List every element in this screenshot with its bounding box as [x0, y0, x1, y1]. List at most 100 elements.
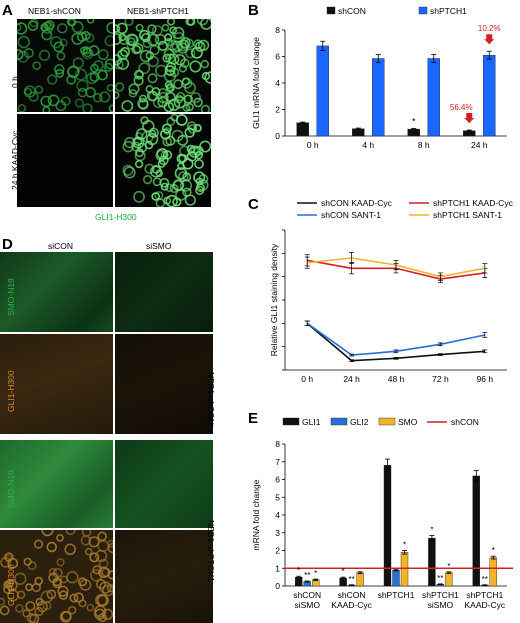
- y-tick-label: 8: [275, 25, 280, 35]
- legend-swatch: [326, 6, 336, 15]
- cell-nucleus: [161, 123, 172, 134]
- cell-nucleus: [71, 21, 84, 33]
- panel-b-letter: B: [248, 2, 259, 19]
- cell-nucleus: [194, 159, 204, 169]
- significance-mark: *: [342, 567, 345, 576]
- cell-nucleus: [97, 531, 107, 542]
- cell-nucleus: [163, 101, 175, 112]
- cell-nucleus: [185, 19, 195, 26]
- cell-nucleus: [135, 23, 144, 32]
- cell-nucleus: [79, 578, 92, 591]
- y-axis-label: Relative GLI1 staining density: [269, 243, 279, 356]
- cell-nucleus: [178, 64, 187, 73]
- cell-nucleus: [185, 48, 196, 59]
- panel-d-group-label-1: NEB1-shCON: [206, 372, 216, 425]
- legend-label: shPTCH1 SANT-1: [433, 210, 502, 220]
- cell-nucleus: [34, 606, 44, 617]
- chart-b: shCON shPTCH1 0 2 4 6 8 GLI1 mRNA fold change 0 …: [251, 6, 507, 150]
- cell-nucleus: [182, 187, 192, 197]
- cell-nucleus: [92, 565, 102, 575]
- panel-d-letter: D: [2, 236, 13, 253]
- significance-mark: **: [437, 574, 443, 583]
- cell-nucleus: [198, 174, 209, 184]
- y-tick-label: 5: [275, 492, 280, 502]
- cell-nucleus: [27, 20, 39, 31]
- cell-nucleus: [169, 43, 180, 54]
- cell-nucleus: [33, 539, 44, 549]
- legend-swatch: [330, 417, 348, 426]
- cell-nucleus: [95, 593, 108, 607]
- cell-nucleus: [97, 540, 110, 552]
- cell-nucleus: [128, 83, 140, 95]
- cell-nucleus: [95, 579, 107, 590]
- y-tick-label: 7: [275, 457, 280, 467]
- legend-label: shCON: [338, 6, 366, 16]
- cell-nucleus: [94, 549, 108, 563]
- cell-nucleus: [81, 530, 92, 537]
- panel-d-col-label-1: siCON: [48, 241, 74, 251]
- cell-nucleus: [179, 37, 191, 49]
- bar: [352, 128, 365, 137]
- panel-a-col-label-2: NEB1-shPTCH1: [127, 6, 189, 16]
- bar: [356, 572, 364, 587]
- panel-a-micrograph-shptch1-24h: [115, 114, 211, 207]
- cell-nucleus: [22, 609, 31, 618]
- cell-nucleus: [124, 19, 134, 26]
- cell-nucleus: [74, 98, 84, 108]
- legend-label: GLI1: [302, 417, 321, 427]
- cell-nucleus: [17, 49, 24, 61]
- cell-nucleus: [146, 33, 160, 46]
- y-tick-label: 4: [275, 78, 280, 88]
- panel-d-micrograph-gli1-shptch1-sicon: [0, 530, 113, 623]
- cell-nucleus: [104, 58, 113, 70]
- significance-mark: *: [412, 116, 416, 126]
- cell-nucleus: [5, 579, 14, 588]
- cell-nucleus: [73, 592, 84, 603]
- significance-mark: *: [314, 569, 317, 578]
- y-tick-label: 8: [275, 439, 280, 449]
- x-tick-label: shPTCH1: [422, 590, 459, 600]
- cell-nucleus: [56, 534, 64, 542]
- cell-nucleus: [101, 608, 113, 620]
- cell-nucleus: [164, 183, 174, 193]
- cell-nucleus: [43, 21, 52, 30]
- cell-nucleus: [55, 100, 67, 112]
- cell-nucleus: [138, 62, 151, 75]
- cell-nucleus: [103, 62, 113, 72]
- y-tick-label: 2: [275, 105, 280, 115]
- cell-nucleus: [146, 132, 159, 146]
- cell-nucleus: [139, 49, 152, 63]
- cell-nucleus: [166, 19, 176, 26]
- cell-nucleus: [169, 67, 180, 78]
- cell-nucleus: [3, 580, 12, 589]
- legend-label: GLI2: [350, 417, 369, 427]
- cell-nucleus: [179, 179, 193, 192]
- panel-d-row-label-3: SMO-N19: [6, 470, 16, 508]
- significance-mark: *: [492, 546, 495, 555]
- cell-nucleus: [29, 613, 40, 623]
- chart-c: shCON KAAD-Cyc shPTCH1 KAAD-Cyc shCON SANT…: [269, 198, 514, 384]
- cell-nucleus: [17, 103, 27, 112]
- cell-nucleus: [200, 104, 211, 112]
- cell-nucleus: [17, 22, 28, 35]
- cell-nucleus: [121, 100, 134, 112]
- cell-nucleus: [144, 163, 155, 174]
- y-axis-label: mRNA fold change: [251, 479, 261, 550]
- panel-d-micrograph-gli1-shcon-sicon: [0, 334, 113, 434]
- cell-nucleus: [200, 19, 211, 30]
- cell-nucleus: [158, 155, 169, 166]
- panel-d-micrograph-gli1-shptch1-sismo: [115, 530, 213, 623]
- cell-nucleus: [163, 127, 172, 135]
- cell-nucleus: [115, 82, 125, 92]
- x-tick-label: KAAD-Cyc: [464, 600, 505, 610]
- legend-swatch: [282, 417, 300, 426]
- significance-mark: **: [348, 575, 354, 584]
- cell-nucleus: [177, 134, 189, 146]
- significance-mark: *: [403, 541, 406, 550]
- cell-nucleus: [133, 75, 144, 86]
- bar: [483, 54, 496, 137]
- cell-nucleus: [67, 65, 80, 79]
- cell-nucleus: [46, 589, 57, 600]
- bar: [372, 58, 385, 137]
- cell-nucleus: [86, 19, 95, 24]
